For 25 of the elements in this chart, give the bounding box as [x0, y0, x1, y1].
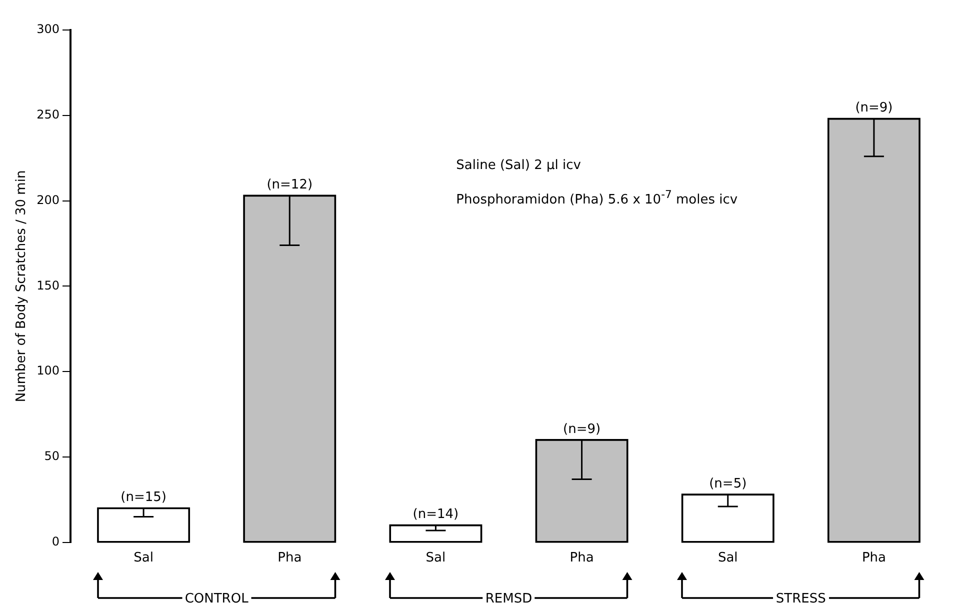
text: REMSD [482, 592, 536, 607]
annotation: Saline (Sal) 2 µl icv [456, 158, 581, 174]
annotation: (n=15) [120, 490, 166, 506]
annotation: (n=9) [563, 422, 601, 437]
annotation: (n=14) [412, 507, 459, 522]
y-tick-label: 200 [36, 192, 60, 207]
annotation: (n=12) [266, 178, 313, 193]
y-tick-label: 100 [36, 364, 60, 378]
annotation: Phosphoramidon (Pha) 5.6 x 10$^{-7}$ moles icv [456, 188, 738, 208]
y-tick-label: 300 [36, 22, 60, 36]
y-tick-label: 0 [52, 534, 60, 549]
x-tick-label: Pha [862, 550, 886, 566]
x-tick-label: Sal [134, 550, 154, 566]
y-tick-label: 250 [36, 108, 60, 122]
annotation: (n=9) [855, 100, 893, 116]
annotation: (n=5) [709, 476, 747, 492]
x-tick-label: Sal [718, 550, 738, 566]
y-tick-label: 50 [44, 449, 60, 464]
x-tick-label: Pha [278, 550, 302, 566]
y-tick-label: 150 [36, 278, 60, 292]
text: STRESS [772, 592, 829, 607]
x-tick-label: Pha [570, 550, 594, 566]
x-tick-label: Sal [426, 550, 446, 566]
text: CONTROL [182, 592, 252, 607]
y-axis-title: Number of Body Scratches / 30 min [14, 170, 30, 402]
